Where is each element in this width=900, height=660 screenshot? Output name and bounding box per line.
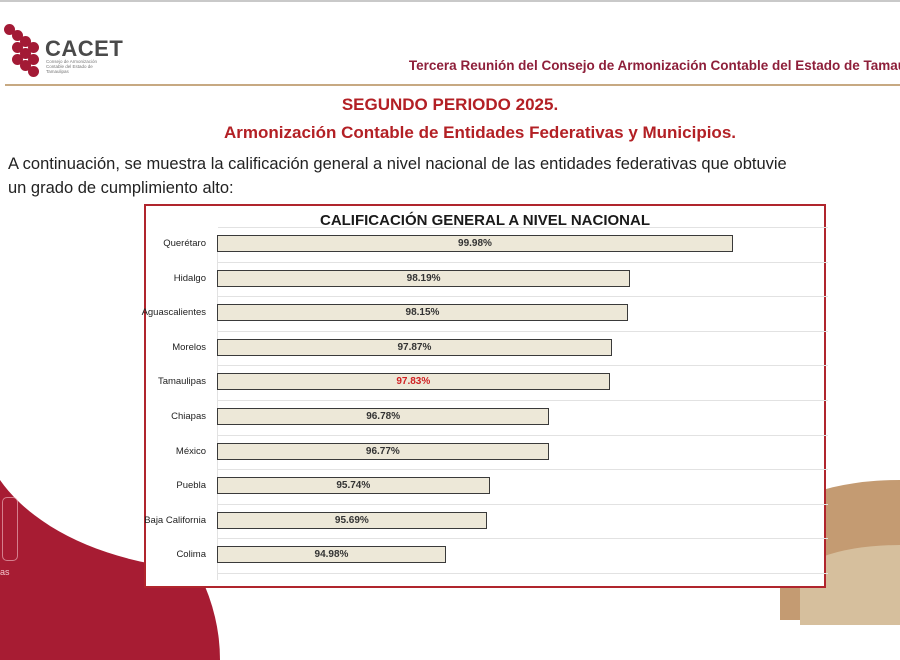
gridline xyxy=(218,503,828,505)
bar-value-label: 99.98% xyxy=(458,238,492,249)
category-label: Querétaro xyxy=(163,238,206,249)
gridline xyxy=(218,469,828,471)
gridline xyxy=(218,365,828,367)
bar: 96.78% xyxy=(217,408,550,425)
logo-text: CACET xyxy=(45,36,124,61)
bar-value-label: 96.78% xyxy=(366,411,401,422)
bar: 95.69% xyxy=(217,511,487,529)
logo-subtext: Consejo de Armonización Contable del Est… xyxy=(46,59,98,74)
cacet-logo: CACET Consejo de Armonización Contable d… xyxy=(4,24,124,80)
subtitle-heading: Armonización Contable de Entidades Feder… xyxy=(224,123,736,142)
bar: 96.77% xyxy=(217,442,549,460)
bar-value-label: 97.87% xyxy=(397,341,432,353)
gridline xyxy=(218,296,828,298)
category-label: Puebla xyxy=(176,480,206,492)
bar-value-label: 95.69% xyxy=(334,514,369,526)
gridline xyxy=(218,227,828,228)
category-label: Morelos xyxy=(172,341,206,353)
intro-line-2: un grado de cumplimiento alto: xyxy=(8,179,234,197)
category-label: México xyxy=(175,445,206,457)
category-label: Chiapas xyxy=(171,411,206,422)
gridline xyxy=(218,261,828,263)
period-heading: SEGUNDO PERIODO 2025. xyxy=(341,95,559,114)
bar-value-label: 98.15% xyxy=(405,307,440,319)
gridline xyxy=(218,434,828,436)
category-label: Hidalgo xyxy=(173,272,206,284)
bar: 97.87% xyxy=(217,338,612,356)
bar: 99.98% xyxy=(217,235,733,252)
bar-value-label: 96.77% xyxy=(365,445,400,457)
gridline xyxy=(218,330,828,332)
bar-value-label: 98.19% xyxy=(406,272,441,284)
meeting-title: Tercera Reunión del Consejo de Armonizac… xyxy=(408,58,900,73)
state-seal-icon xyxy=(2,497,18,561)
seal-text: as xyxy=(0,567,10,577)
logo-hex-icon xyxy=(4,24,48,80)
gridline xyxy=(218,573,828,574)
intro-line-1: A continuación, se muestra la calificaci… xyxy=(8,155,787,173)
gridline xyxy=(218,538,828,540)
top-rule xyxy=(0,0,900,2)
gridline xyxy=(218,400,828,401)
bar: 97.83% xyxy=(217,373,610,391)
category-label: Colima xyxy=(176,549,206,561)
header-divider xyxy=(5,84,900,86)
category-label: Aguascalientes xyxy=(141,307,206,319)
category-label: Baja California xyxy=(144,514,206,526)
national-score-chart: CALIFICACIÓN GENERAL A NIVEL NACIONAL Qu… xyxy=(141,204,828,588)
bar-value-label: 94.98% xyxy=(314,549,349,561)
chart-title: CALIFICACIÓN GENERAL A NIVEL NACIONAL xyxy=(319,212,650,229)
bar: 95.74% xyxy=(217,477,490,495)
bar: 94.98% xyxy=(217,546,446,564)
category-label: Tamaulipas xyxy=(157,376,206,388)
bar-value-label: 95.74% xyxy=(336,480,371,492)
intro-paragraph: A continuación, se muestra la calificaci… xyxy=(8,152,900,200)
bar: 98.19% xyxy=(217,269,631,287)
bar-value-label: 97.83% xyxy=(396,376,431,388)
bar: 98.15% xyxy=(217,304,628,322)
